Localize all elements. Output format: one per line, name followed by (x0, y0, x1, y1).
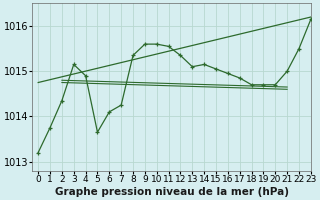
X-axis label: Graphe pression niveau de la mer (hPa): Graphe pression niveau de la mer (hPa) (54, 187, 289, 197)
